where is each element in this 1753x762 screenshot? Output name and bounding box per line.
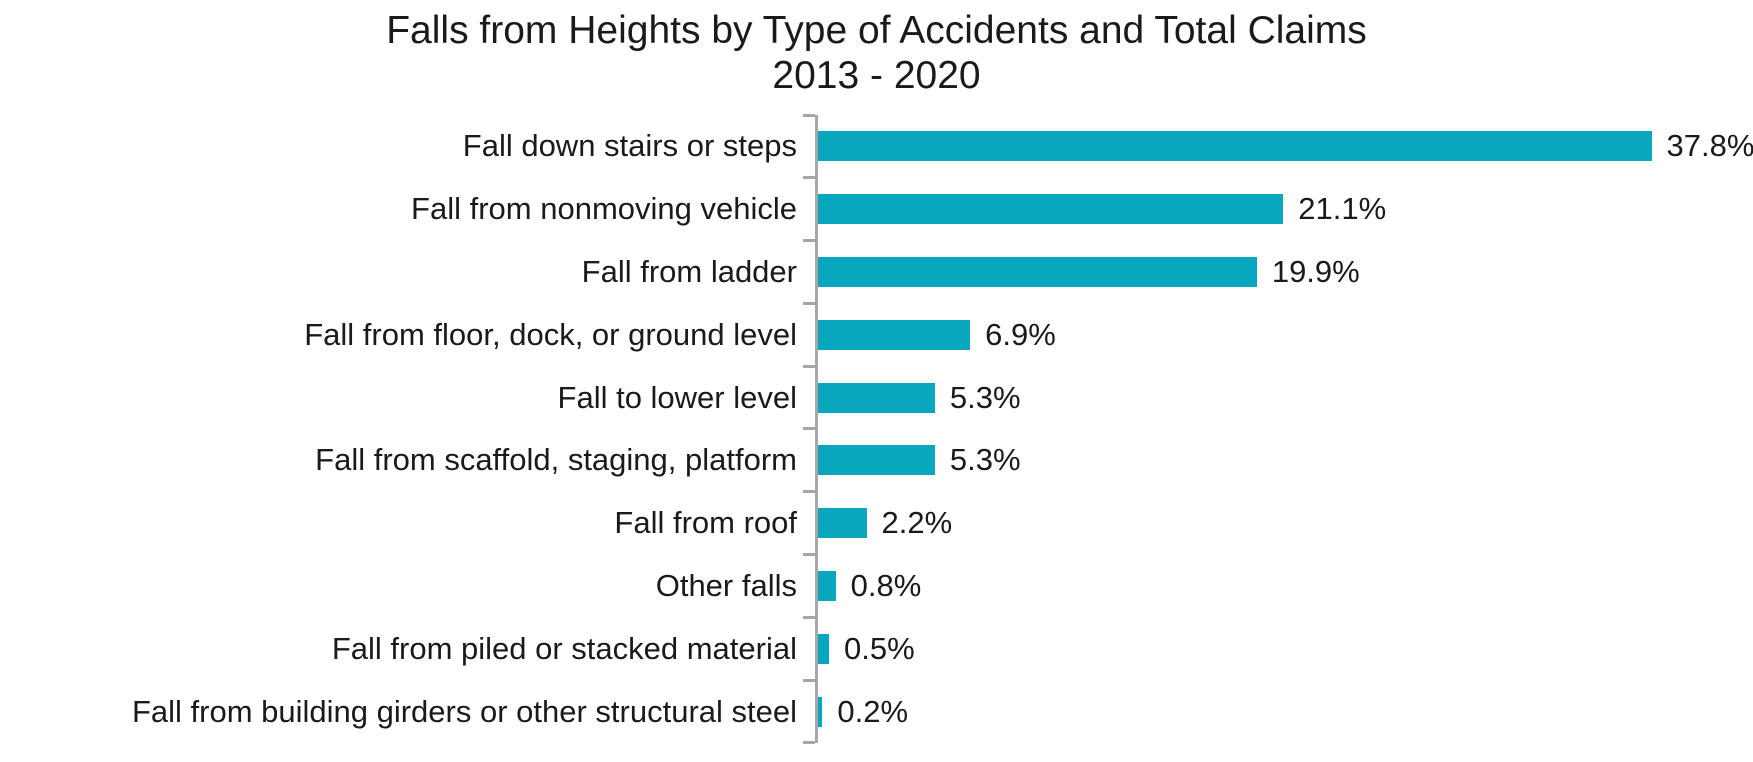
bar[interactable] xyxy=(818,319,971,350)
bar-row: Fall from piled or stacked material 0.5% xyxy=(0,615,1753,681)
value-label: 5.3% xyxy=(949,442,1021,478)
bar-cell: 21.1% xyxy=(803,176,1753,241)
category-label: Fall from building girders or other stru… xyxy=(131,693,797,729)
axis-tick xyxy=(803,427,815,431)
bar-row: Fall to lower level 5.3% xyxy=(0,364,1753,429)
bar[interactable] xyxy=(818,633,830,664)
axis-tick xyxy=(803,678,815,682)
category-label: Other falls xyxy=(655,567,797,603)
category-label: Fall down stairs or steps xyxy=(462,128,797,164)
chart-title: Falls from Heights by Type of Accidents … xyxy=(386,9,1367,52)
bar-row: Fall from nonmoving vehicle 21.1% xyxy=(0,176,1753,241)
axis-tick xyxy=(803,741,815,745)
bar-cell: 5.3% xyxy=(803,364,1753,429)
bar[interactable] xyxy=(818,508,867,539)
bar[interactable] xyxy=(818,445,935,476)
bar-cell: 0.2% xyxy=(803,678,1753,745)
bar-row: Fall from ladder 19.9% xyxy=(0,239,1753,304)
bar-cell: 19.9% xyxy=(803,239,1753,304)
category-label: Fall to lower level xyxy=(557,379,797,415)
axis-tick xyxy=(803,364,815,368)
chart-title-block: Falls from Heights by Type of Accidents … xyxy=(0,0,1753,98)
category-label: Fall from roof xyxy=(614,505,797,541)
category-label: Fall from piled or stacked material xyxy=(331,630,797,666)
category-label: Fall from nonmoving vehicle xyxy=(411,191,797,227)
bar-row: Other falls 0.8% xyxy=(0,553,1753,618)
bar-cell: 37.8% xyxy=(803,113,1753,178)
value-label: 0.8% xyxy=(850,567,922,603)
value-label: 19.9% xyxy=(1271,253,1360,289)
bar-cell: 2.2% xyxy=(803,490,1753,555)
bar-row: Fall down stairs or steps 37.8% xyxy=(0,113,1753,178)
bar-row: Fall from floor, dock, or ground level 6… xyxy=(0,301,1753,367)
bar-cell: 0.5% xyxy=(803,615,1753,681)
value-label: 6.9% xyxy=(985,316,1056,352)
bar[interactable] xyxy=(818,194,1284,225)
axis-tick xyxy=(803,113,815,117)
value-label: 5.3% xyxy=(949,379,1021,415)
plot-area: Fall down stairs or steps 37.8% Fall fro… xyxy=(0,113,1753,745)
axis-tick xyxy=(803,490,815,494)
axis-tick xyxy=(803,301,815,305)
value-label: 37.8% xyxy=(1666,128,1753,164)
bar-cell: 0.8% xyxy=(803,553,1753,618)
value-label: 2.2% xyxy=(881,505,953,541)
bar-cell: 5.3% xyxy=(803,427,1753,492)
bar[interactable] xyxy=(818,696,823,727)
value-label: 21.1% xyxy=(1298,191,1387,227)
bar-row: Fall from building girders or other stru… xyxy=(0,678,1753,745)
category-label: Fall from ladder xyxy=(581,253,797,289)
bar-cell: 6.9% xyxy=(803,301,1753,367)
bar-row: Fall from roof 2.2% xyxy=(0,490,1753,555)
value-label: 0.5% xyxy=(844,630,915,666)
bar[interactable] xyxy=(818,382,935,413)
axis-tick xyxy=(803,176,815,180)
bar[interactable] xyxy=(818,570,836,601)
axis-tick xyxy=(803,615,815,619)
axis-tick xyxy=(803,239,815,243)
value-label: 0.2% xyxy=(837,693,909,729)
bar[interactable] xyxy=(818,131,1652,162)
chart-subtitle: 2013 - 2020 xyxy=(772,54,981,97)
bar-row: Fall from scaffold, staging, platform 5.… xyxy=(0,427,1753,492)
category-label: Fall from floor, dock, or ground level xyxy=(304,316,797,352)
category-label: Fall from scaffold, staging, platform xyxy=(315,442,797,478)
bar[interactable] xyxy=(818,256,1257,287)
axis-tick xyxy=(803,553,815,557)
